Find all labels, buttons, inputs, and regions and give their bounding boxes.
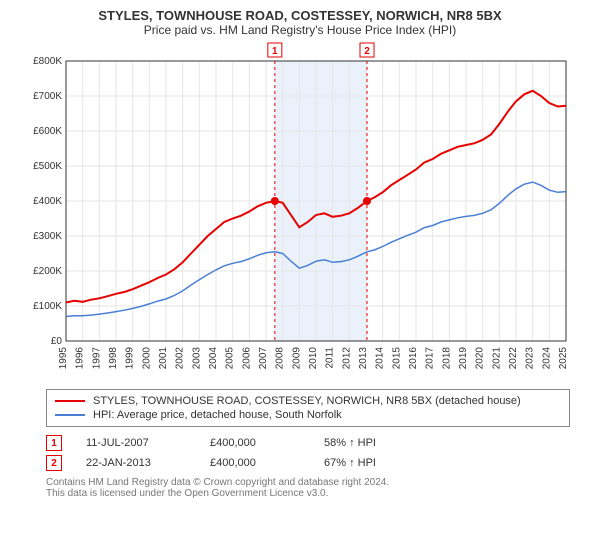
footer-attribution: Contains HM Land Registry data © Crown c… [46, 477, 570, 499]
svg-text:£100K: £100K [33, 301, 62, 312]
svg-text:2022: 2022 [508, 347, 519, 370]
sales-table: 1 11-JUL-2007 £400,000 58% ↑ HPI 2 22-JA… [46, 433, 570, 473]
svg-text:£400K: £400K [33, 196, 62, 207]
chart-title: STYLES, TOWNHOUSE ROAD, COSTESSEY, NORWI… [0, 0, 600, 23]
svg-text:2024: 2024 [541, 347, 552, 370]
svg-text:2005: 2005 [225, 347, 236, 370]
svg-text:2011: 2011 [325, 347, 336, 369]
svg-text:2014: 2014 [375, 347, 386, 370]
footer-line: This data is licensed under the Open Gov… [46, 488, 570, 499]
svg-text:2017: 2017 [425, 347, 436, 370]
svg-text:1999: 1999 [125, 347, 136, 370]
sale-marker-number: 2 [51, 458, 57, 469]
svg-text:2018: 2018 [441, 347, 452, 370]
sale-row: 2 22-JAN-2013 £400,000 67% ↑ HPI [46, 453, 570, 473]
svg-text:2016: 2016 [408, 347, 419, 370]
legend-item: STYLES, TOWNHOUSE ROAD, COSTESSEY, NORWI… [55, 394, 561, 408]
svg-text:2001: 2001 [158, 347, 169, 370]
sale-marker-icon: 1 [46, 435, 62, 451]
sale-price: £400,000 [210, 437, 300, 449]
svg-text:£600K: £600K [33, 126, 62, 137]
sale-price: £400,000 [210, 457, 300, 469]
svg-text:1995: 1995 [58, 347, 69, 370]
sale-date: 22-JAN-2013 [86, 457, 186, 469]
svg-text:2013: 2013 [358, 347, 369, 370]
svg-text:2023: 2023 [525, 347, 536, 370]
svg-text:£0: £0 [51, 336, 63, 347]
svg-text:2000: 2000 [141, 347, 152, 370]
svg-text:2015: 2015 [391, 347, 402, 370]
svg-text:1997: 1997 [91, 347, 102, 370]
svg-text:£300K: £300K [33, 231, 62, 242]
svg-text:2019: 2019 [458, 347, 469, 370]
svg-text:2004: 2004 [208, 347, 219, 370]
svg-text:2010: 2010 [308, 347, 319, 370]
svg-text:1998: 1998 [108, 347, 119, 370]
legend-swatch [55, 414, 85, 416]
sale-marker-icon: 2 [46, 455, 62, 471]
svg-text:2025: 2025 [558, 347, 569, 370]
legend-swatch [55, 400, 85, 402]
sale-hpi: 67% ↑ HPI [324, 457, 414, 469]
sale-row: 1 11-JUL-2007 £400,000 58% ↑ HPI [46, 433, 570, 453]
svg-text:2: 2 [364, 46, 370, 57]
footer-line: Contains HM Land Registry data © Crown c… [46, 477, 570, 488]
svg-text:£700K: £700K [33, 91, 62, 102]
svg-text:2020: 2020 [475, 347, 486, 370]
line-chart-svg: £0 £100K £200K £300K £400K £500K £600K £700K £80… [20, 41, 580, 381]
sale-date: 11-JUL-2007 [86, 437, 186, 449]
svg-text:1: 1 [272, 46, 278, 57]
svg-text:£800K: £800K [33, 56, 62, 67]
svg-text:2002: 2002 [175, 347, 186, 370]
legend-box: STYLES, TOWNHOUSE ROAD, COSTESSEY, NORWI… [46, 389, 570, 427]
legend-item: HPI: Average price, detached house, Sout… [55, 408, 561, 422]
svg-text:£200K: £200K [33, 266, 62, 277]
svg-text:2006: 2006 [241, 347, 252, 370]
svg-text:2021: 2021 [491, 347, 502, 370]
svg-text:£500K: £500K [33, 161, 62, 172]
svg-text:1996: 1996 [75, 347, 86, 370]
chart-subtitle: Price paid vs. HM Land Registry's House … [0, 23, 600, 41]
svg-text:2003: 2003 [191, 347, 202, 370]
svg-text:2009: 2009 [291, 347, 302, 370]
svg-text:2007: 2007 [258, 347, 269, 370]
legend-label: STYLES, TOWNHOUSE ROAD, COSTESSEY, NORWI… [93, 395, 521, 407]
svg-text:2008: 2008 [275, 347, 286, 370]
sale-hpi: 58% ↑ HPI [324, 437, 414, 449]
svg-text:2012: 2012 [341, 347, 352, 370]
legend-label: HPI: Average price, detached house, Sout… [93, 409, 342, 421]
chart-area: £0 £100K £200K £300K £400K £500K £600K £700K £80… [20, 41, 580, 381]
sale-marker-number: 1 [51, 438, 57, 449]
